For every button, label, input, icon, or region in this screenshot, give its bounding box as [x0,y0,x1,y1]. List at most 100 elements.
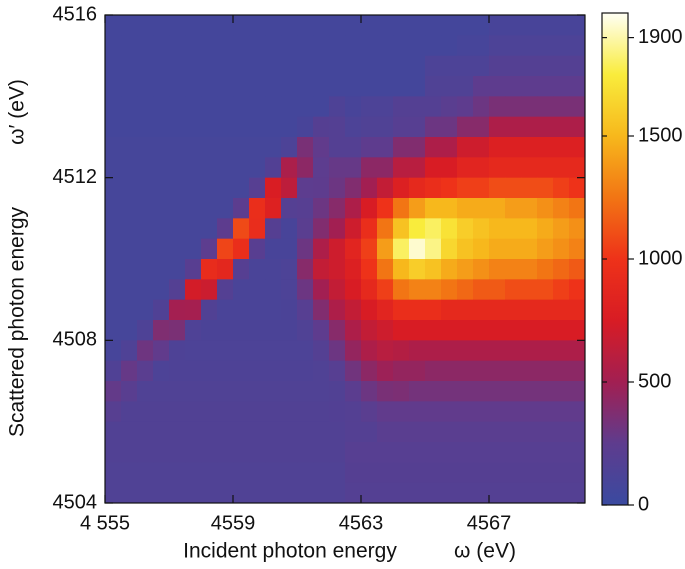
heat-cell [201,421,218,443]
heat-cell [393,259,410,280]
heat-cell [505,462,522,484]
heat-cell [329,401,346,423]
heat-cell [217,55,234,77]
heat-cell [265,401,282,423]
heat-cell [201,401,218,423]
heat-cell [441,482,458,504]
heat-cell [137,76,154,97]
heat-cell [537,259,554,280]
heat-cell [473,238,490,260]
heat-cell [105,320,122,341]
heat-cell [521,401,538,423]
heat-cell [169,442,186,463]
heat-cell [169,55,186,77]
heat-cell [409,320,426,341]
heat-cell [249,198,266,219]
heat-cell [153,35,170,57]
heat-cell [249,421,266,443]
heat-cell [217,462,234,484]
heat-cell [425,401,442,423]
heat-cell [185,96,202,118]
heat-cell [281,462,298,484]
heat-cell [553,55,570,77]
heat-cell [297,381,314,402]
heat-cell [329,116,346,138]
heat-cell [537,55,554,77]
heat-cell [489,96,506,118]
heat-cell [185,76,202,97]
heat-cell [121,299,138,321]
heat-cell [393,299,410,321]
heat-cell [297,442,314,463]
heat-cell [265,35,282,57]
heat-cell [265,320,282,341]
heat-cell [281,157,298,179]
heat-cell [345,442,362,463]
heat-cell [121,116,138,138]
heat-cell [121,15,138,36]
heat-cell [153,340,170,362]
heat-cell [569,360,586,382]
x-tick-label: 4559 [211,512,256,534]
heat-cell [441,320,458,341]
heat-cell [345,482,362,504]
heat-cell [105,55,122,77]
heat-cell [569,15,586,36]
heat-cell [521,238,538,260]
heat-cell [377,15,394,36]
heat-cell [249,340,266,362]
heat-cell [345,55,362,77]
heat-cell [361,35,378,57]
heat-cell [425,360,442,382]
heat-cell [281,320,298,341]
heat-cell [361,96,378,118]
heat-cell [153,442,170,463]
heat-cell [569,157,586,179]
heat-cell [105,238,122,260]
heat-cell [169,116,186,138]
heat-cell [377,96,394,118]
heat-cell [201,55,218,77]
heat-cell [457,198,474,219]
heat-cell [201,15,218,36]
heat-cell [553,157,570,179]
heat-cell [505,442,522,463]
heat-cell [505,421,522,443]
heat-cell [121,137,138,158]
heat-cell [393,76,410,97]
heat-cell [425,96,442,118]
heat-cell [393,218,410,240]
heat-cell [169,15,186,36]
heat-cell [233,259,250,280]
heat-cell [249,279,266,301]
heat-cell [473,96,490,118]
heat-cell [297,299,314,321]
heat-cell [345,218,362,240]
heat-cell [217,442,234,463]
heat-cell [137,137,154,158]
heat-cell [105,96,122,118]
heat-cell [345,116,362,138]
heat-cell [569,137,586,158]
heat-cell [233,157,250,179]
heat-cell [201,35,218,57]
heat-cell [377,360,394,382]
heat-cell [137,340,154,362]
heat-cell [393,381,410,402]
heat-cell [537,320,554,341]
heat-cell [377,462,394,484]
heat-cell [313,15,330,36]
heat-cell [425,259,442,280]
heat-cell [441,259,458,280]
heat-cell [185,421,202,443]
heat-cell [297,137,314,158]
heat-cell [521,462,538,484]
heat-cell [185,15,202,36]
heat-cell [489,259,506,280]
heat-cell [265,157,282,179]
heat-cell [521,482,538,504]
heat-cell [217,116,234,138]
heat-cell [153,482,170,504]
heat-cell [393,360,410,382]
heat-cell [137,401,154,423]
